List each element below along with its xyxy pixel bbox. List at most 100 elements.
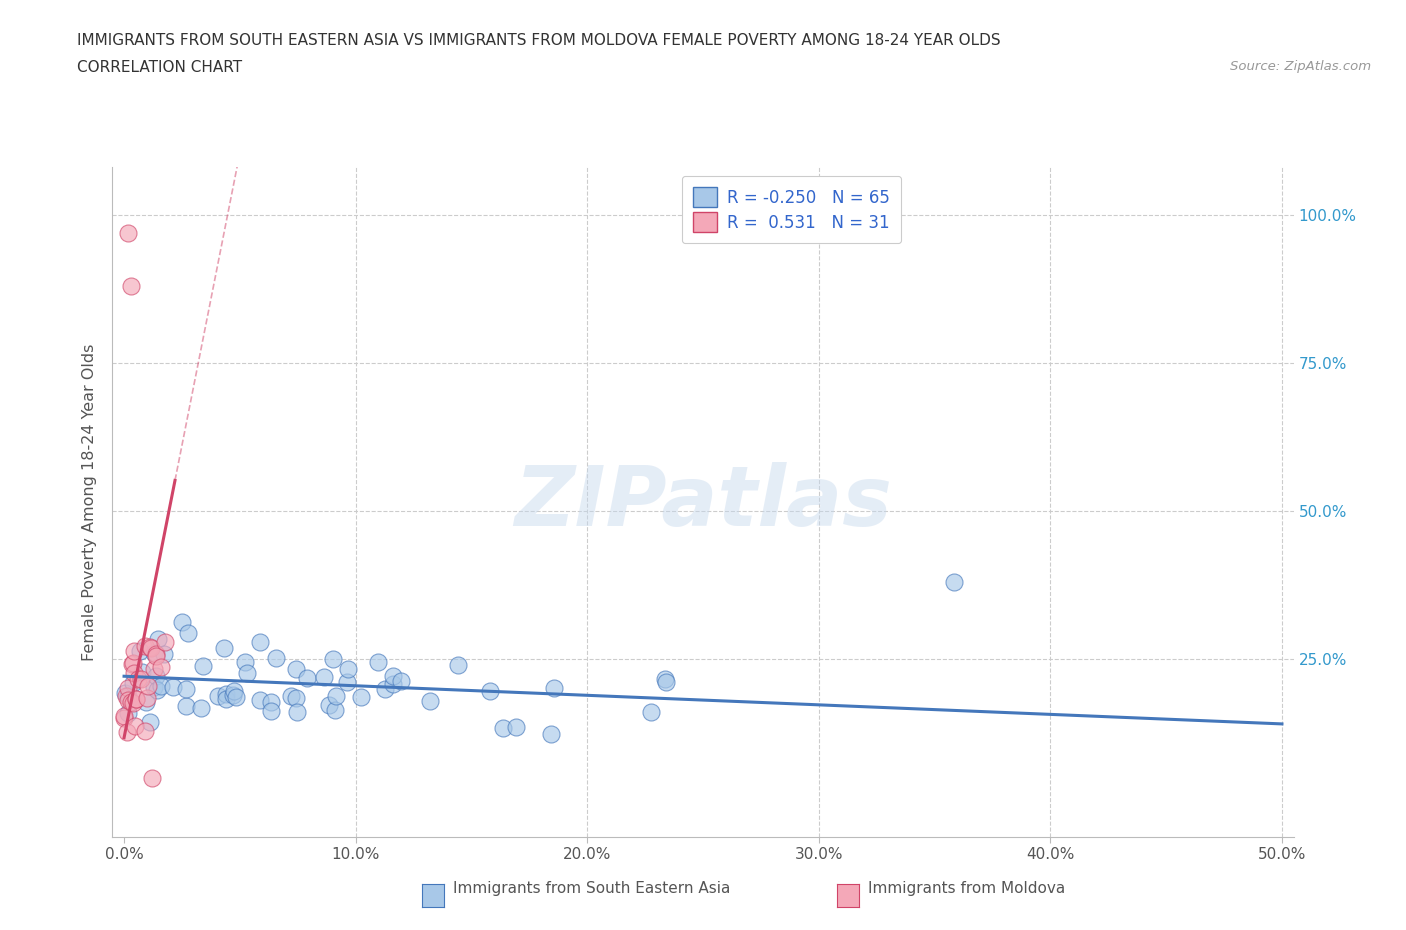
Point (249, 634, 271, 649)
Point (127, 671, 149, 686)
Point (942, 575, 965, 590)
Point (295, 671, 318, 685)
Text: CORRELATION CHART: CORRELATION CHART (77, 60, 242, 75)
Point (162, 679, 184, 694)
Point (543, 681, 565, 696)
Point (191, 659, 214, 674)
Point (225, 690, 247, 705)
Point (505, 720, 527, 735)
Legend: R = -0.250   N = 65, R =  0.531   N = 31: R = -0.250 N = 65, R = 0.531 N = 31 (682, 176, 901, 244)
Y-axis label: Female Poverty Among 18-24 Year Olds: Female Poverty Among 18-24 Year Olds (82, 343, 97, 661)
Point (382, 669, 405, 684)
Point (640, 704, 662, 719)
Point (142, 662, 165, 677)
Point (478, 684, 501, 698)
Point (382, 677, 405, 692)
Point (145, 646, 167, 661)
Point (139, 639, 162, 654)
Point (135, 695, 157, 710)
Point (655, 674, 678, 689)
Point (285, 705, 308, 720)
Point (419, 694, 441, 709)
Point (174, 682, 197, 697)
Point (337, 661, 360, 676)
Point (215, 686, 238, 701)
Point (153, 646, 176, 661)
Point (134, 724, 156, 739)
Point (145, 648, 167, 663)
Text: Source: ZipAtlas.com: Source: ZipAtlas.com (1230, 60, 1371, 73)
Point (260, 695, 283, 710)
Point (492, 721, 515, 736)
Point (125, 692, 148, 707)
Point (131, 665, 153, 680)
Point (318, 698, 340, 713)
Point (155, 635, 177, 650)
Point (323, 703, 346, 718)
Text: Immigrants from Moldova: Immigrants from Moldova (868, 881, 1064, 896)
Point (222, 684, 245, 698)
Point (117, 688, 139, 703)
Point (136, 679, 159, 694)
Point (233, 655, 256, 670)
Point (117, 706, 139, 721)
Point (150, 679, 173, 694)
Point (139, 714, 162, 729)
Point (249, 693, 271, 708)
Point (112, 711, 135, 725)
Point (325, 688, 347, 703)
Point (141, 770, 163, 785)
Point (114, 685, 136, 700)
Point (135, 690, 157, 705)
Text: Immigrants from South Eastern Asia: Immigrants from South Eastern Asia (453, 881, 730, 896)
Point (266, 651, 288, 666)
Point (215, 692, 238, 707)
Point (350, 689, 373, 704)
Point (174, 699, 197, 714)
Point (336, 675, 359, 690)
Point (129, 644, 152, 658)
Point (212, 640, 235, 655)
Point (374, 682, 396, 697)
Point (146, 631, 169, 646)
Point (115, 724, 138, 739)
Point (446, 658, 468, 672)
Point (121, 656, 143, 671)
Point (207, 689, 229, 704)
Point (114, 709, 136, 724)
Point (122, 665, 145, 680)
Point (120, 278, 142, 293)
Point (143, 645, 166, 660)
Point (389, 674, 412, 689)
Point (117, 680, 139, 695)
Point (190, 701, 212, 716)
Point (654, 671, 676, 686)
Point (122, 696, 145, 711)
Point (115, 688, 138, 703)
Point (121, 675, 143, 690)
Point (280, 689, 302, 704)
Point (121, 695, 143, 710)
Point (129, 671, 152, 686)
Point (142, 680, 165, 695)
Point (284, 690, 307, 705)
Point (124, 718, 146, 733)
Point (134, 639, 156, 654)
Text: IMMIGRANTS FROM SOUTH EASTERN ASIA VS IMMIGRANTS FROM MOLDOVA FEMALE POVERTY AMO: IMMIGRANTS FROM SOUTH EASTERN ASIA VS IM… (77, 33, 1001, 47)
Point (150, 659, 173, 674)
Point (236, 665, 259, 680)
Point (260, 703, 283, 718)
Point (139, 641, 162, 656)
Point (284, 662, 307, 677)
Point (117, 225, 139, 240)
Point (122, 644, 145, 658)
Point (540, 726, 562, 741)
Point (145, 669, 167, 684)
Point (146, 683, 169, 698)
Point (117, 692, 139, 707)
Point (125, 691, 148, 706)
Text: ZIPatlas: ZIPatlas (515, 461, 891, 543)
Point (177, 625, 200, 640)
Point (314, 670, 336, 684)
Point (367, 654, 389, 669)
